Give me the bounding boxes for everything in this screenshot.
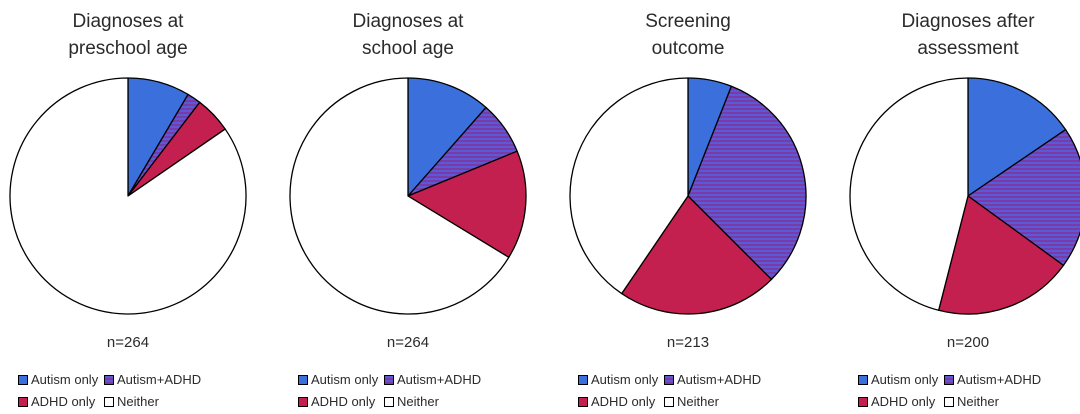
pie-slice-autism [407,77,487,197]
pie-panel: Diagnoses after assessment n=200 Autism onl… [840,0,1080,414]
legend-item-neither: Neither [104,394,159,409]
legend-swatch-both [384,374,394,385]
legend-swatch-neither [664,396,674,407]
legend-swatch-both [664,374,674,385]
legend-swatch-adhd [298,396,308,407]
legend-label: Autism+ADHD [397,372,482,387]
pie-slice-both [967,129,1080,267]
chart-title-line: Diagnoses at [72,11,184,32]
chart-title: Diagnoses after assessment [851,8,1080,62]
legend-item-both: Autism+ADHD [104,372,201,387]
chart-title-line: outcome [651,38,725,59]
legend-label: ADHD only [591,394,656,409]
pie-slice-neither [9,77,247,315]
legend-item-autism: Autism only [858,372,938,387]
legend-item-both: Autism+ADHD [384,372,481,387]
legend-swatch-adhd [578,396,588,407]
legend-swatch-neither [104,396,114,407]
legend-swatch-adhd [18,396,28,407]
legend-label: Neither [397,394,439,409]
pie-panel: Screening outcome n=213 Autism only Autism+A… [560,0,830,414]
pie-slice-neither [569,77,689,295]
legend-item-adhd: ADHD only [18,394,95,409]
pie-slice-autism [967,77,1067,197]
sample-size-label: n=264 [386,334,430,351]
chart-title: Diagnoses at school age [291,8,525,62]
chart-title-line: assessment [917,38,1019,59]
pie-chart [849,77,1080,315]
legend-item-neither: Neither [384,394,439,409]
sample-size-label: n=264 [106,334,150,351]
legend-item-neither: Neither [664,394,719,409]
legend-swatch-both [944,374,954,385]
legend-swatch-autism [858,374,868,385]
sample-size-label: n=213 [666,334,710,351]
chart-title-line: Diagnoses at [352,11,464,32]
chart-title: Screening outcome [571,8,805,62]
legend-label: Autism only [591,372,659,387]
chart-title: Diagnoses at preschool age [11,8,245,62]
sample-size-label: n=200 [946,334,990,351]
pie-slice-adhd [938,195,1065,315]
legend-label: Neither [677,394,719,409]
legend-label: Autism+ADHD [957,372,1042,387]
legend-swatch-autism [298,374,308,385]
legend-swatch-autism [18,374,28,385]
legend-item-both: Autism+ADHD [944,372,1041,387]
legend-label: Autism only [311,372,379,387]
chart-title-line: Diagnoses after [901,11,1035,32]
legend-item-autism: Autism only [298,372,378,387]
pie-slice-neither [289,77,510,315]
pie-chart [289,77,527,315]
chart-title-line: school age [362,38,454,59]
legend-label: ADHD only [311,394,376,409]
pie-panel: Diagnoses at school age n=264 Autism only Au… [280,0,550,414]
pie-chart [569,77,807,315]
legend-swatch-both [104,374,114,385]
pie-slice-adhd [407,150,527,258]
chart-title-line: Screening [645,11,731,32]
legend-item-both: Autism+ADHD [664,372,761,387]
pie-slice-adhd [621,195,773,315]
legend-label: Autism only [871,372,939,387]
legend-label: Neither [117,394,159,409]
legend-label: Autism+ADHD [677,372,762,387]
legend-swatch-neither [384,396,394,407]
legend-label: Neither [957,394,999,409]
legend-swatch-neither [944,396,954,407]
legend-item-adhd: ADHD only [578,394,655,409]
pie-panel: Diagnoses at preschool age n=264 Autism onl… [0,0,270,414]
legend-item-adhd: ADHD only [858,394,935,409]
pie-slice-both [687,85,807,281]
legend-label: ADHD only [31,394,96,409]
chart-title-line: preschool age [68,38,188,59]
legend-item-adhd: ADHD only [298,394,375,409]
pie-chart [9,77,247,315]
legend-item-neither: Neither [944,394,999,409]
legend-swatch-adhd [858,396,868,407]
legend-label: ADHD only [871,394,936,409]
legend-item-autism: Autism only [578,372,658,387]
legend-label: Autism only [31,372,99,387]
legend-label: Autism+ADHD [117,372,202,387]
legend-item-autism: Autism only [18,372,98,387]
legend-swatch-autism [578,374,588,385]
pie-slice-neither [849,77,969,311]
